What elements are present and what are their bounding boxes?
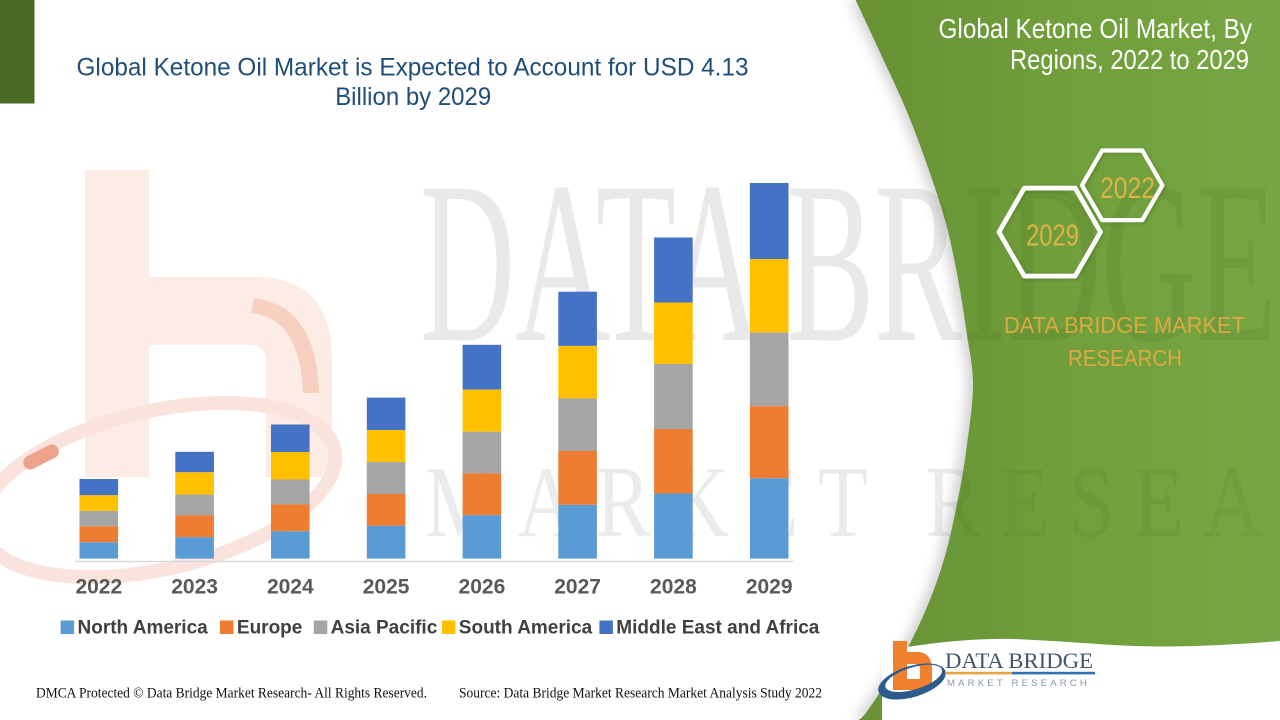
svg-text:Global Ketone Oil Market, By: Global Ketone Oil Market, By [939,13,1253,44]
svg-text:2029: 2029 [746,576,793,599]
svg-text:Billion by 2029: Billion by 2029 [335,83,491,111]
svg-text:2024: 2024 [267,576,314,599]
svg-text:North America: North America [78,618,209,639]
svg-text:Europe: Europe [237,618,302,639]
svg-text:2027: 2027 [554,576,601,599]
svg-text:2029: 2029 [1026,218,1079,253]
svg-text:2022: 2022 [1100,172,1155,205]
svg-text:2022: 2022 [75,576,122,599]
svg-text:Regions, 2022 to 2029: Regions, 2022 to 2029 [1010,44,1249,75]
svg-text:2025: 2025 [363,576,410,599]
svg-text:Middle East and Africa: Middle East and Africa [616,618,819,639]
svg-text:DATA BRIDGE: DATA BRIDGE [945,648,1093,673]
svg-text:South America: South America [459,618,593,639]
svg-text:2026: 2026 [459,576,506,599]
svg-text:2023: 2023 [171,576,218,599]
svg-text:Asia Pacific: Asia Pacific [331,618,438,639]
svg-text:RESEARCH: RESEARCH [1068,345,1182,371]
svg-text:MARKET RESEARCH: MARKET RESEARCH [947,678,1090,688]
svg-text:Global Ketone Oil Market is Ex: Global Ketone Oil Market is Expected to … [77,54,749,82]
svg-text:DATA BRIDGE MARKET: DATA BRIDGE MARKET [1004,312,1245,338]
svg-text:DMCA Protected © Data Bridge M: DMCA Protected © Data Bridge Market Rese… [36,685,427,701]
svg-text:Source: Data Bridge Market Res: Source: Data Bridge Market Research Mark… [459,685,822,701]
svg-text:2028: 2028 [650,576,697,599]
